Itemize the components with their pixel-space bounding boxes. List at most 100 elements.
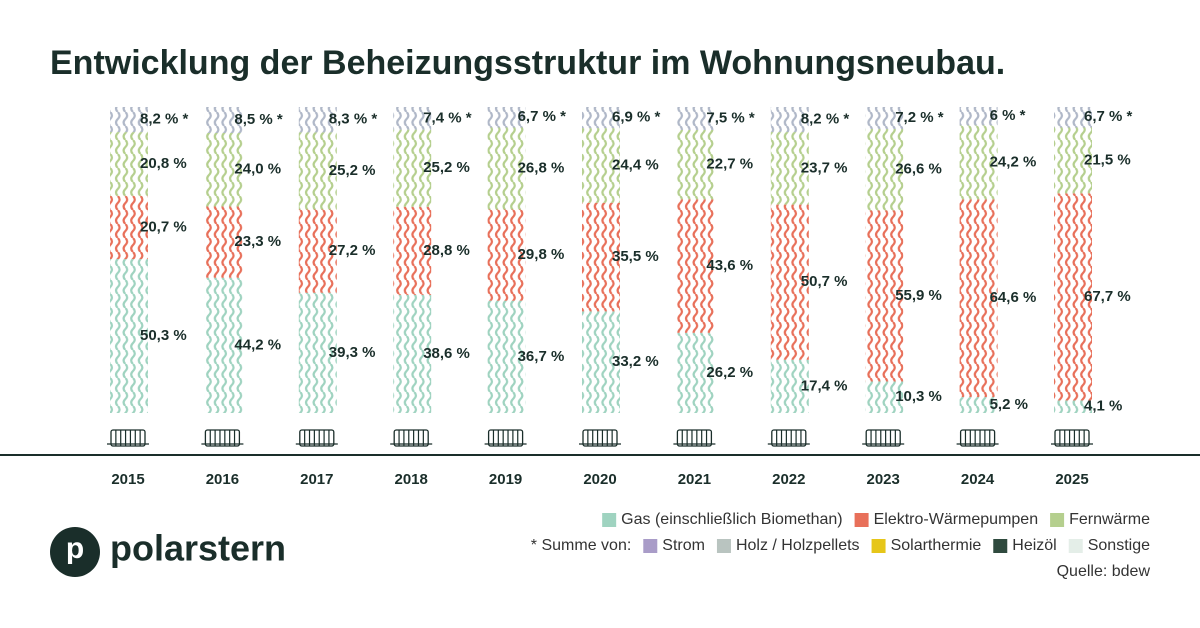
legend-swatch: [643, 539, 658, 553]
radiator-body: [771, 429, 807, 447]
legend-label: Heizöl: [1012, 537, 1056, 554]
value-label: 20,8 %: [140, 155, 187, 172]
value-label: 64,6 %: [990, 289, 1037, 306]
value-label: 17,4 %: [801, 377, 848, 394]
value-label: 35,5 %: [612, 248, 659, 265]
bar-segment: [110, 195, 148, 260]
radiator-icon: [579, 429, 621, 447]
radiator-body: [582, 429, 618, 447]
bar-segment: [204, 133, 243, 207]
value-label: 50,7 %: [801, 273, 848, 290]
legend-label: Holz / Holzpellets: [736, 537, 860, 554]
value-label: 7,2 % *: [895, 109, 944, 126]
value-label: 10,3 %: [895, 388, 942, 405]
value-label: 36,7 %: [518, 348, 565, 365]
radiator-icon: [956, 429, 999, 447]
x-tick-label: 2025: [1055, 471, 1088, 488]
value-label: 8,2 % *: [140, 111, 189, 128]
radiator-icon: [484, 429, 527, 447]
bar-segment: [1054, 127, 1092, 194]
value-label: 25,2 %: [423, 159, 470, 176]
chart-title: Entwicklung der Beheizungsstruktur im Wo…: [50, 44, 1005, 82]
bar-segment: [110, 107, 148, 133]
bar-segment: [1054, 107, 1092, 128]
value-label: 24,0 %: [234, 161, 281, 178]
radiator-body: [676, 429, 713, 447]
radiator-icon: [201, 429, 244, 447]
x-tick-label: 2023: [867, 471, 900, 488]
logo-circle: [50, 527, 100, 577]
x-tick-label: 2017: [300, 471, 333, 488]
value-label: 4,1 %: [1084, 398, 1122, 415]
x-tick-label: 2018: [395, 471, 428, 488]
value-label: 24,2 %: [990, 153, 1037, 170]
legend-swatch: [716, 539, 731, 553]
bar-segment: [582, 202, 620, 312]
value-label: 24,4 %: [612, 156, 659, 173]
radiator-icon: [673, 429, 716, 447]
value-label: 7,5 % *: [706, 109, 755, 126]
bar-segment: [110, 259, 148, 413]
radiator-body: [110, 429, 146, 447]
legend-swatch: [854, 513, 869, 527]
bar-segment: [865, 129, 904, 211]
bar-segment: [1054, 400, 1092, 413]
bar-segment: [393, 129, 432, 207]
bar-segment: [393, 107, 432, 130]
value-label: 28,8 %: [423, 242, 470, 259]
bar-segment: [770, 107, 809, 133]
bar-segment: [582, 311, 620, 413]
value-label: 55,9 %: [895, 287, 942, 304]
legend-swatch: [1068, 539, 1083, 553]
bar-segment: [582, 128, 620, 203]
bar-segment: [865, 107, 904, 130]
radiator-body: [204, 429, 241, 447]
value-label: 23,3 %: [234, 233, 281, 250]
bar-segment: [959, 397, 998, 413]
x-tick-label: 2015: [111, 471, 144, 488]
bar-segment: [110, 132, 148, 196]
value-label: 8,5 % *: [234, 111, 283, 128]
legend-swatch: [993, 539, 1008, 553]
value-label: 20,7 %: [140, 218, 187, 235]
x-tick-label: 2022: [772, 471, 805, 488]
value-label: 33,2 %: [612, 353, 659, 370]
legend-label: Solarthermie: [891, 537, 982, 554]
bar-segment: [865, 210, 904, 382]
bar-segment: [959, 107, 998, 126]
value-label: 50,3 %: [140, 327, 187, 344]
value-label: 6,9 % *: [612, 109, 661, 126]
value-label: 26,2 %: [706, 364, 753, 381]
bar-segment: [582, 107, 620, 129]
bar-segment: [676, 199, 715, 333]
value-label: 44,2 %: [234, 336, 281, 353]
radiator-body: [393, 429, 429, 447]
bar-segment: [865, 381, 904, 413]
legend-swatch: [871, 539, 886, 553]
logo-letter: p: [66, 532, 84, 565]
value-label: 23,7 %: [801, 159, 848, 176]
radiator-body: [487, 429, 524, 447]
x-tick-label: 2021: [678, 471, 711, 488]
x-tick-label: 2016: [206, 471, 239, 488]
bar-segment: [393, 294, 432, 413]
bar-segment: [1054, 193, 1092, 401]
source: Quelle: bdew: [1057, 563, 1151, 580]
radiator-body: [959, 429, 996, 447]
legend-heading: * Summe von:: [531, 537, 631, 554]
bar-segment: [676, 107, 715, 130]
value-label: 8,3 % *: [329, 111, 378, 128]
bar-segment: [487, 107, 526, 128]
value-label: 25,2 %: [329, 162, 376, 179]
radiator-body: [865, 429, 901, 447]
value-label: 27,2 %: [329, 242, 376, 259]
bar-segment: [487, 127, 526, 210]
value-label: 21,5 %: [1084, 151, 1131, 168]
legend-label: Elektro-Wärmepumpen: [874, 511, 1039, 528]
x-tick-label: 2024: [961, 471, 995, 488]
value-label: 38,6 %: [423, 345, 470, 362]
value-label: 6 % *: [990, 107, 1026, 124]
bar-segment: [676, 332, 715, 413]
bar-segment: [959, 199, 998, 398]
legend-label: Strom: [662, 537, 705, 554]
